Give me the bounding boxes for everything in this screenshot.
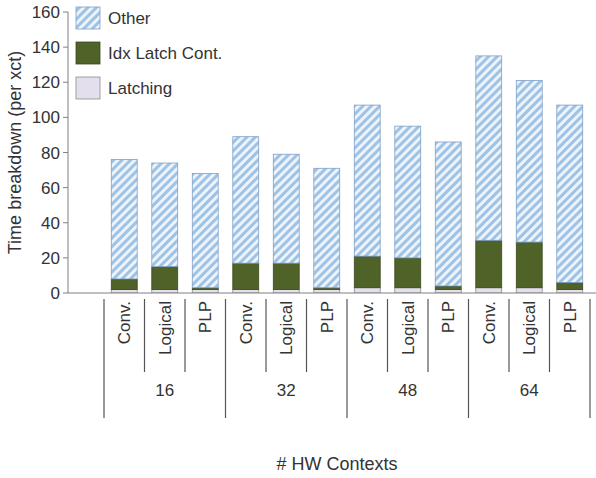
chart: 0 20 40 60 80 100 120 140 160 Time breakdown (per… (0, 0, 596, 478)
y-tick (63, 293, 68, 294)
group-separator (225, 299, 226, 418)
bar-segment (314, 289, 340, 293)
bar-segment (435, 289, 461, 293)
y-tick (63, 117, 68, 118)
category-label: Conv. (480, 301, 499, 344)
bar-segment (395, 288, 421, 293)
legend-label: Idx Latch Cont. (108, 44, 222, 63)
legend-swatch (76, 7, 100, 29)
bar-segment (111, 279, 137, 290)
bar-segment (476, 240, 502, 287)
y-tick-label: 140 (32, 38, 60, 57)
bars (111, 56, 582, 293)
bar-segment (435, 142, 461, 286)
group-label: 64 (520, 381, 539, 400)
group-separator (589, 299, 590, 418)
y-tick-label: 0 (51, 284, 60, 303)
y-tick (63, 257, 68, 258)
category-separator (549, 299, 550, 372)
category-label: Logical (399, 301, 418, 355)
category-label: Conv. (115, 301, 134, 344)
category-label: PLP (196, 301, 215, 333)
bar-segment (354, 256, 380, 288)
bar-segment (111, 289, 137, 293)
category-separator (306, 299, 307, 372)
bar-segment (111, 160, 137, 279)
y-tick (63, 12, 68, 13)
y-tick-label: 20 (41, 249, 60, 268)
bar-segment (192, 174, 218, 288)
category-label: Logical (277, 301, 296, 355)
bar-segment (233, 137, 259, 263)
group-label: 16 (155, 381, 174, 400)
bar-segment (516, 288, 542, 293)
bar-segment (435, 286, 461, 290)
y-tick (63, 82, 68, 83)
bar-segment (354, 288, 380, 293)
bar-segment (516, 242, 542, 288)
y-tick-label: 80 (41, 144, 60, 163)
bar-segment (557, 105, 583, 282)
category-label: Logical (520, 301, 539, 355)
bar-segment (152, 289, 178, 293)
bar-segment (476, 56, 502, 240)
bar-segment (273, 263, 299, 289)
group-separator (103, 299, 104, 418)
category-separator (508, 299, 509, 372)
x-axis (68, 293, 596, 294)
legend-swatch (76, 42, 100, 64)
category-label: Conv. (237, 301, 256, 344)
legend-label: Latching (108, 79, 172, 98)
category-label: PLP (439, 301, 458, 333)
y-axis-label: Time breakdown (per xct) (5, 51, 25, 254)
bar-segment (233, 289, 259, 293)
category-label: PLP (318, 301, 337, 333)
y-tick-label: 160 (32, 3, 60, 22)
group-label: 32 (277, 381, 296, 400)
y-tick-label: 120 (32, 73, 60, 92)
bar-segment (476, 288, 502, 293)
y-tick-label: 60 (41, 179, 60, 198)
legend-swatch (76, 77, 100, 99)
group-separator (346, 299, 347, 418)
bar-segment (273, 289, 299, 293)
category-separator (265, 299, 266, 372)
bar-segment (395, 126, 421, 258)
legend: Other Idx Latch Cont. Latching (76, 7, 222, 99)
y-tick (63, 47, 68, 48)
category-separator (144, 299, 145, 372)
bar-segment (395, 258, 421, 288)
bar-segment (314, 168, 340, 287)
y-tick (63, 222, 68, 223)
y-tick-label: 40 (41, 214, 60, 233)
group-label: 48 (398, 381, 417, 400)
y-tick (63, 152, 68, 153)
group-separator (468, 299, 469, 418)
bar-segment (273, 154, 299, 263)
legend-label: Other (108, 9, 151, 28)
bar-segment (557, 289, 583, 293)
bar-segment (516, 80, 542, 242)
bar-segment (152, 163, 178, 267)
bar-segment (152, 267, 178, 290)
category-separator (427, 299, 428, 372)
bar-segment (192, 289, 218, 293)
bar-segment (233, 263, 259, 289)
category-separator (387, 299, 388, 372)
category-label: Conv. (358, 301, 377, 344)
category-label: Logical (156, 301, 175, 355)
y-tick-label: 100 (32, 108, 60, 127)
bar-segment (557, 282, 583, 289)
x-axis-label: # HW Contexts (276, 454, 397, 474)
category-separator (184, 299, 185, 372)
bar-segment (354, 105, 380, 256)
y-tick (63, 187, 68, 188)
category-label: PLP (561, 301, 580, 333)
